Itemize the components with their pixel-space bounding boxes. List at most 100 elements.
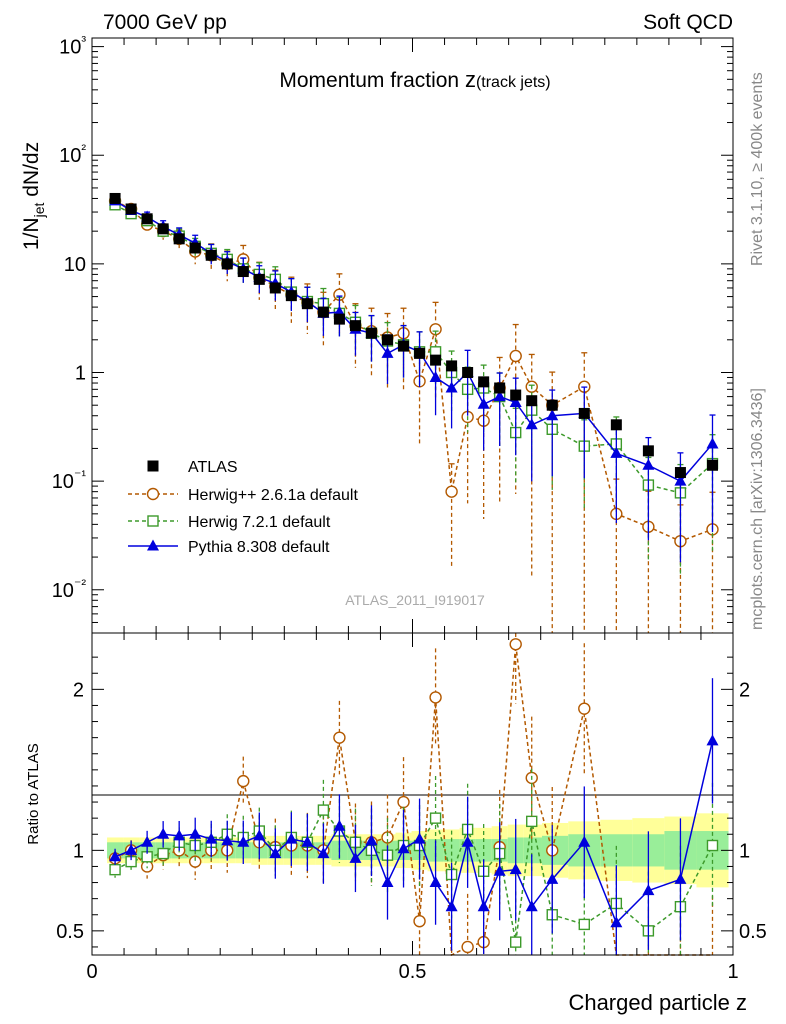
ratio-y-tick-label-right: 0.5	[739, 921, 767, 943]
ratio-point	[477, 900, 490, 912]
ratio-point	[237, 774, 250, 788]
data-point	[493, 390, 506, 402]
series-line	[114, 200, 714, 483]
ratio-point	[157, 827, 170, 839]
ratio-point	[189, 855, 202, 868]
series-herwig-2-6-1a-default	[108, 194, 719, 633]
ratio-point	[157, 847, 169, 860]
ratio-point	[109, 863, 121, 876]
ratio-point	[125, 843, 138, 855]
data-point	[446, 360, 458, 372]
y-tick-label-exp: ⁻²	[74, 576, 86, 592]
data-point	[221, 258, 233, 270]
ratio-point	[510, 936, 522, 948]
y-tick-label: 1	[75, 363, 86, 385]
ratio-point	[706, 734, 719, 746]
ratio-point	[578, 835, 591, 847]
main-title-text: Momentum fraction	[279, 69, 465, 92]
y-tick-label-exp: ³	[81, 33, 86, 49]
data-point	[674, 474, 687, 486]
data-point	[269, 282, 281, 294]
data-point	[381, 346, 394, 358]
ratio-point	[317, 804, 330, 816]
data-point	[494, 382, 506, 394]
data-point	[462, 367, 474, 379]
legend-marker	[146, 487, 160, 501]
ratio-y-tick-label-left: 1	[73, 840, 84, 862]
ratio-panel: 0.5 0.51 12 2 0 0.5 1	[56, 632, 767, 983]
data-point	[189, 242, 201, 254]
data-point	[610, 419, 622, 431]
ratio-point	[429, 812, 442, 824]
ratio-y-tick-label-right: 2	[739, 679, 750, 701]
ratio-point	[253, 829, 266, 841]
ratio-point	[674, 872, 687, 884]
svg-text:1/Njet dN/dz: 1/Njet dN/dz	[20, 142, 47, 250]
data-point	[478, 376, 490, 388]
data-point	[398, 340, 410, 352]
data-point	[578, 407, 590, 419]
data-point	[333, 313, 345, 325]
band-inner	[523, 837, 542, 864]
ratio-point	[526, 815, 538, 828]
series-atlas	[109, 192, 718, 479]
data-point	[546, 399, 558, 411]
data-point	[253, 273, 265, 285]
rivet-version-label: Rivet 3.1.10, ≥ 400k events	[749, 72, 766, 266]
ratio-series-herwig-2-6-1a-default	[108, 633, 714, 957]
ratio-point	[525, 900, 538, 912]
main-y-label: 1/Njet dN/dz	[20, 142, 47, 250]
main-title-var: z	[465, 67, 476, 92]
y-tick-label: 10²	[59, 141, 86, 167]
data-point	[445, 485, 458, 498]
data-point	[301, 298, 313, 310]
y-tick-label-base: 10	[52, 580, 74, 602]
x-tick-label: 0	[86, 961, 97, 983]
legend-label: Herwig 7.2.1 default	[188, 514, 331, 531]
data-point	[157, 223, 169, 235]
x-tick-label: 1	[727, 961, 738, 983]
ratio-point	[317, 847, 330, 859]
ratio-point	[429, 876, 442, 888]
y-tick-label: 10⁻²	[52, 576, 87, 602]
ratio-point	[413, 832, 426, 844]
data-point	[414, 347, 426, 359]
legend-marker	[147, 515, 159, 527]
data-point	[526, 395, 538, 407]
watermark: ATLAS_2011_I919017	[345, 592, 485, 608]
data-point	[430, 354, 442, 366]
ratio-point	[269, 847, 282, 859]
main-title-sub: (track jets)	[476, 74, 551, 91]
legend-label: ATLAS	[188, 459, 238, 476]
legend-marker	[147, 460, 159, 472]
header-energy-label: 7000 GeV pp	[103, 11, 227, 34]
x-tick-label: 0.5	[399, 961, 427, 983]
ratio-point	[610, 916, 623, 928]
data-point	[285, 290, 297, 302]
ratio-y-tick-label-left: 2	[73, 679, 84, 701]
data-point	[510, 389, 522, 401]
ratio-y-tick-label-left: 0.5	[56, 921, 84, 943]
ratio-point	[642, 884, 655, 896]
ratio-point	[109, 850, 122, 862]
legend-label: Herwig++ 2.6.1a default	[188, 487, 358, 504]
y-tick-label: 10³	[59, 33, 86, 59]
legend-marker	[147, 539, 159, 551]
y-tick-label-exp: ⁻¹	[74, 467, 86, 483]
ratio-point	[221, 834, 234, 846]
data-point	[109, 192, 121, 204]
ratio-y-tick-label-right: 1	[739, 840, 750, 862]
ratio-point	[285, 832, 298, 844]
data-point	[125, 203, 137, 215]
legend-label: Pythia 8.308 default	[188, 539, 330, 556]
ratio-x-axis: 0 0.5 1	[86, 633, 739, 983]
data-point	[445, 381, 458, 393]
ratio-point	[413, 914, 426, 928]
ratio-series-group	[108, 633, 719, 957]
ratio-point	[546, 872, 559, 884]
data-point	[141, 213, 153, 225]
ratio-point	[365, 834, 378, 846]
y-tick-label: 10	[64, 254, 86, 276]
